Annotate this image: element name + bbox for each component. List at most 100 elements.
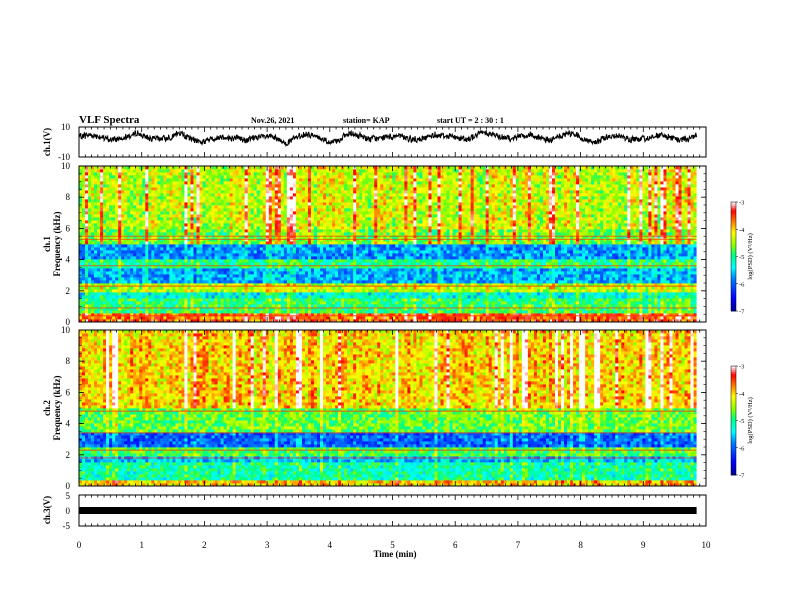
spectrogram-cell <box>193 298 197 302</box>
spectrogram-cell <box>283 214 288 218</box>
spectrogram-cell <box>103 208 107 212</box>
spectrogram-cell <box>232 307 237 311</box>
spectrogram-cell <box>103 244 107 248</box>
spectrogram-cell <box>307 253 312 257</box>
spectrogram-cell <box>317 217 321 221</box>
spectrogram-cell <box>166 259 170 263</box>
spectrogram-cell <box>332 271 336 275</box>
spectrogram-cell <box>100 175 104 179</box>
spectrogram-cell <box>142 271 146 275</box>
spectrogram-cell <box>91 313 95 317</box>
spectrogram-cell <box>178 217 182 221</box>
spectrogram-cell <box>121 316 125 320</box>
spectrogram-cell <box>280 217 285 221</box>
spectrogram-cell <box>253 319 258 323</box>
spectrogram-cell <box>196 217 200 221</box>
spectrogram-cell <box>232 253 237 257</box>
spectrogram-cell <box>187 304 191 308</box>
spectrogram-cell <box>265 262 270 266</box>
spectrogram-cell <box>169 247 173 251</box>
spectrogram-cell <box>154 304 158 308</box>
spectrogram-cell <box>100 193 104 197</box>
spectrogram-cell <box>244 241 249 245</box>
spectrogram-cell <box>97 244 101 248</box>
spectrogram-cell <box>289 268 294 272</box>
spectrogram-cell <box>353 199 357 203</box>
spectrogram-cell <box>169 289 173 293</box>
spectrogram-cell <box>304 169 309 173</box>
spectrogram-cell <box>181 235 185 239</box>
spectrogram-cell <box>250 235 255 239</box>
spectrogram-cell <box>172 319 176 323</box>
spectrogram-cell <box>91 190 95 194</box>
spectrogram-cell <box>157 193 161 197</box>
spectrogram-cell <box>235 190 240 194</box>
spectrogram-cell <box>181 262 185 266</box>
spectrogram-cell <box>262 289 267 293</box>
spectrogram-cell <box>283 175 288 179</box>
spectrogram-cell <box>235 232 240 236</box>
spectrogram-cell <box>347 244 351 248</box>
spectrogram-cell <box>100 181 104 185</box>
spectrogram-cell <box>241 253 246 257</box>
spectrogram-cell <box>229 247 234 251</box>
spectrogram-cell <box>235 214 240 218</box>
spectrogram-cell <box>262 214 267 218</box>
spectrogram-cell <box>265 181 270 185</box>
spectrogram-cell <box>163 229 167 233</box>
spectrogram-cell <box>145 304 149 308</box>
spectrogram-cell <box>353 271 357 275</box>
spectrogram-cell <box>160 169 164 173</box>
spectrogram-cell <box>205 226 209 230</box>
spectrogram-cell <box>335 208 339 212</box>
spectrogram-cell <box>88 292 92 296</box>
spectrogram-cell <box>160 304 164 308</box>
spectrogram-cell <box>295 199 300 203</box>
spectrogram-cell <box>235 166 240 170</box>
spectrogram-cell <box>344 313 348 317</box>
spectrogram-cell <box>172 316 176 320</box>
spectrogram-cell <box>106 208 110 212</box>
spectrogram-cell <box>250 196 255 200</box>
spectrogram-cell <box>109 274 113 278</box>
spectrogram-cell <box>160 229 164 233</box>
spectrogram-cell <box>136 310 140 314</box>
spectrogram-cell <box>244 217 249 221</box>
spectrogram-cell <box>148 187 152 191</box>
spectrogram-cell <box>226 202 231 206</box>
spectrogram-cell <box>148 214 152 218</box>
spectrogram-cell <box>329 220 333 224</box>
spectrogram-cell <box>100 223 104 227</box>
spectrogram-cell <box>338 262 342 266</box>
spectrogram-cell <box>247 184 252 188</box>
spectrogram-cell <box>253 286 258 290</box>
spectrogram-cell <box>280 241 285 245</box>
spectrogram-cell <box>317 274 321 278</box>
spectrogram-cell <box>329 181 333 185</box>
spectrogram-cell <box>178 232 182 236</box>
spectrogram-cell <box>163 289 167 293</box>
spectrogram-cell <box>136 196 140 200</box>
spectrogram-cell <box>85 268 89 272</box>
spectrogram-cell <box>232 202 237 206</box>
spectrogram-cell <box>226 304 231 308</box>
spectrogram-cell <box>151 196 155 200</box>
start-time-label: start UT = 2 : 30 : 1 <box>437 116 504 125</box>
spectrogram-cell <box>196 250 200 254</box>
spectrogram-cell <box>256 262 261 266</box>
spectrogram-cell <box>253 271 258 275</box>
spectrogram-cell <box>341 256 345 260</box>
spectrogram-cell <box>292 208 297 212</box>
spectrogram-cell <box>148 169 152 173</box>
spectrogram-cell <box>238 223 243 227</box>
spectrogram-cell <box>247 205 252 209</box>
spectrogram-cell <box>347 265 351 269</box>
spectrogram-cell <box>154 253 158 257</box>
spectrogram-cell <box>121 190 125 194</box>
spectrogram-cell <box>145 316 149 320</box>
spectrogram-cell <box>292 232 297 236</box>
spectrogram-cell <box>109 304 113 308</box>
spectrogram-cell <box>85 178 89 182</box>
spectrogram-cell <box>323 292 327 296</box>
spectrogram-cell <box>283 184 288 188</box>
